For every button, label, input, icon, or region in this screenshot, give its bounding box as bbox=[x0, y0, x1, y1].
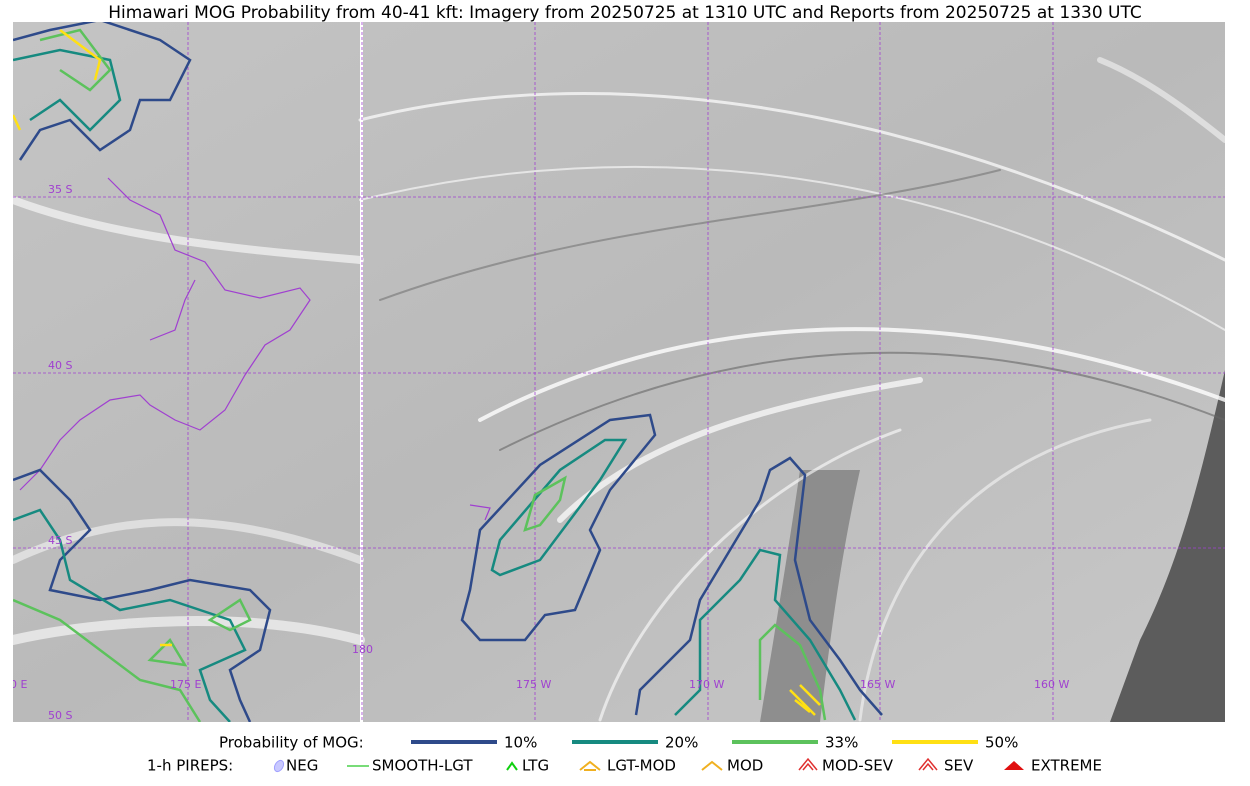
legend-item: SMOOTH-LGT bbox=[372, 757, 473, 775]
legend-item: NEG bbox=[286, 757, 318, 775]
legend-item: 20% bbox=[665, 734, 698, 752]
lat-label: 45 S bbox=[48, 534, 72, 547]
legend-item: MOD bbox=[727, 757, 763, 775]
legend-item: SEV bbox=[944, 757, 974, 775]
title: Himawari MOG Probability from 40-41 kft:… bbox=[108, 3, 1142, 23]
lat-label: 50 S bbox=[48, 709, 72, 722]
satellite-map: 35 S 40 S 45 S 50 S 170 E 175 E 180 175 … bbox=[0, 22, 1225, 722]
coastline bbox=[469, 504, 491, 521]
legend-symbol bbox=[1004, 761, 1024, 770]
lon-label: 170 W bbox=[689, 678, 724, 691]
lat-label: 35 S bbox=[48, 183, 72, 196]
probability-legend: Probability of MOG: 10% 20% 33% 50% bbox=[219, 734, 1018, 752]
legend-symbol bbox=[506, 761, 518, 771]
cloud-streaks bbox=[13, 57, 1225, 722]
legend-item: LGT-MOD bbox=[607, 757, 676, 775]
dark-region bbox=[1110, 370, 1225, 722]
coastline bbox=[19, 177, 311, 491]
legend-item: 50% bbox=[985, 734, 1018, 752]
legend-item: 33% bbox=[825, 734, 858, 752]
legend-item: LTG bbox=[522, 757, 549, 775]
legend-symbol bbox=[701, 760, 723, 771]
lon-label: 175 W bbox=[516, 678, 551, 691]
mog-contours bbox=[13, 22, 883, 722]
lat-label: 40 S bbox=[48, 359, 72, 372]
imagery bbox=[13, 22, 1225, 722]
legend-item: 10% bbox=[504, 734, 537, 752]
legend-title: 1-h PIREPS: bbox=[147, 757, 233, 775]
lon-label: 170 E bbox=[0, 678, 27, 691]
legend-symbol bbox=[918, 757, 938, 771]
legend-item: EXTREME bbox=[1031, 757, 1102, 775]
legend-symbol bbox=[798, 757, 818, 771]
pirep-legend: 1-h PIREPS: NEG SMOOTH-LGT LTG LGT-MOD M… bbox=[147, 757, 1102, 775]
image-seam bbox=[360, 22, 363, 722]
graticule bbox=[13, 22, 1225, 722]
legend-title: Probability of MOG: bbox=[219, 734, 364, 752]
lon-label: 165 W bbox=[860, 678, 895, 691]
legend-item: MOD-SEV bbox=[822, 757, 894, 775]
legend-symbol bbox=[579, 760, 601, 771]
lon-label: 175 E bbox=[170, 678, 201, 691]
lon-label: 180 bbox=[352, 643, 373, 656]
dark-band bbox=[760, 470, 860, 722]
legend-symbol bbox=[273, 759, 285, 773]
lon-label: 160 W bbox=[1034, 678, 1069, 691]
